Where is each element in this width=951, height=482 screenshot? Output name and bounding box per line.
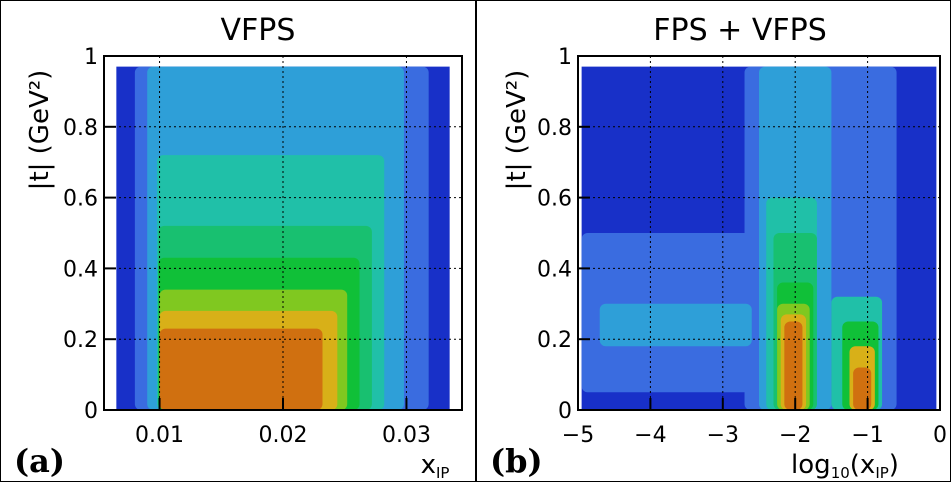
p0-y-ticklabel-4: 0.8 bbox=[63, 116, 98, 141]
p0-y-ticklabel-0: 0 bbox=[84, 399, 98, 424]
p1-x-ticklabel-1: −4 bbox=[634, 423, 666, 448]
p1-x-ticklabel-5: 0 bbox=[933, 423, 947, 448]
p1-y-ticklabel-4: 0.8 bbox=[537, 116, 572, 141]
plot-a-area: 0.01 0.02 0.03 0 0.2 0.4 0.6 0.8 1 bbox=[63, 45, 463, 448]
panel-a: VFPS 0.01 0.02 0.03 0 0.2 0.4 0.6 0.8 1 |t| (GeV… bbox=[14, 13, 463, 482]
p1-x-ticklabel-3: −2 bbox=[779, 423, 811, 448]
panel-a-xlabel-sub: IP bbox=[436, 464, 449, 482]
p1-y-ticklabel-5: 1 bbox=[558, 45, 572, 70]
p0-y-ticklabel-1: 0.2 bbox=[63, 328, 98, 353]
panel-b-xlabel-log: log bbox=[791, 450, 831, 480]
p0-contour-band-7 bbox=[159, 328, 323, 410]
panel-a-xlabel: xIP bbox=[421, 450, 450, 482]
panel-b-xlabel-close: ) bbox=[889, 450, 899, 480]
plot-b-area: −5 −4 −3 −2 −1 0 0 0.2 0.4 0.6 0.8 1 bbox=[537, 45, 947, 448]
p0-y-ticklabel-3: 0.6 bbox=[63, 187, 98, 212]
p0-x-ticklabel-1: 0.02 bbox=[259, 423, 308, 448]
panel-a-title: VFPS bbox=[221, 13, 296, 48]
panel-b-xlabel-open: (x bbox=[850, 450, 876, 480]
p1-x-ticklabel-2: −3 bbox=[707, 423, 739, 448]
p1-y-ticklabel-2: 0.4 bbox=[537, 257, 572, 282]
panel-a-ylabel: |t| (GeV²) bbox=[25, 70, 55, 191]
panel-a-letter: (a) bbox=[14, 442, 65, 480]
panel-b-letter: (b) bbox=[490, 442, 543, 480]
p0-y-ticklabel-2: 0.4 bbox=[63, 257, 98, 282]
p1-plot-frame bbox=[577, 55, 941, 411]
panel-a-xlabel-main: x bbox=[421, 450, 436, 480]
p0-x-ticklabel-2: 0.03 bbox=[382, 423, 431, 448]
p1-x-ticklabel-4: −1 bbox=[851, 423, 883, 448]
p0-x-ticklabel-0: 0.01 bbox=[135, 423, 184, 448]
p1-contour-band-12 bbox=[784, 321, 803, 410]
p1-contour-band-3 bbox=[599, 303, 752, 347]
p1-y-ticklabel-0: 0 bbox=[558, 399, 572, 424]
panel-b-ylabel: |t| (GeV²) bbox=[502, 70, 532, 191]
p0-y-ticklabel-5: 1 bbox=[84, 45, 98, 70]
panel-b-xlabel-sub: IP bbox=[875, 464, 888, 482]
panel-b-xlabel: log10(xIP) bbox=[791, 450, 899, 482]
panel-b-title: FPS + VFPS bbox=[653, 13, 827, 48]
p1-x-ticklabel-0: −5 bbox=[562, 423, 594, 448]
panel-b-xlabel-base: 10 bbox=[831, 464, 850, 482]
panel-b: FPS + VFPS −5 −4 −3 −2 −1 0 0 0.2 0.4 0.6 0.8 1 |t|… bbox=[490, 13, 947, 482]
p1-y-ticklabel-3: 0.6 bbox=[537, 187, 572, 212]
p1-y-ticklabel-1: 0.2 bbox=[537, 328, 572, 353]
